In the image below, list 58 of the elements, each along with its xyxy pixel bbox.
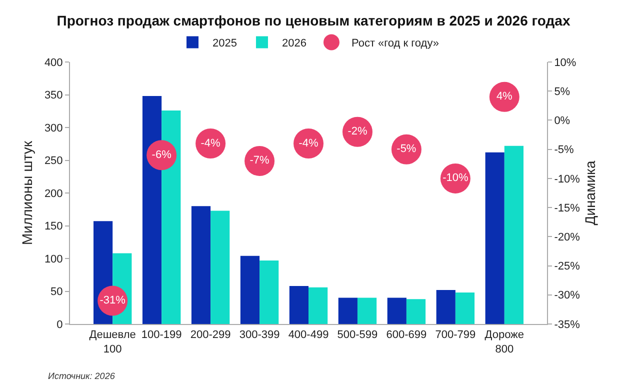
x-tick-label: Дешевле 100 [89,329,136,356]
data-label: -6% [152,148,172,161]
data-label: -4% [200,137,221,150]
bar [357,298,377,324]
y2-tick-label: -10% [554,173,580,186]
y2-tick-label: -5% [554,144,574,156]
bar [387,298,406,324]
bar [240,256,260,324]
x-tick-label: 500-599 [337,329,378,342]
y-tick-label: 250 [44,155,63,168]
y2-axis-title: Динамика [582,160,598,226]
x-tick-label: 300-399 [239,329,280,342]
bar [191,206,211,324]
data-label: -5% [396,143,416,156]
bar [338,298,358,324]
y2-tick-label: -15% [554,202,580,214]
data-label: -31% [100,294,126,306]
bar [436,290,456,324]
y2-tick-label: -35% [554,318,580,331]
text: Источник: 2026 [48,371,115,381]
y-tick-label: 150 [44,220,63,233]
data-label: -2% [348,126,368,138]
x-tick-label: Дороже 800 [484,329,524,356]
bar [289,286,308,324]
data-label: -7% [250,154,270,167]
x-tick-label: 700-799 [435,329,476,342]
x-tick-label: 600-699 [386,329,427,342]
y2-tick-label: 0% [554,115,570,128]
chart-title: Прогноз продаж смартфонов по ценовым категориям в 2025 и 2026 годах [56,12,570,28]
legend-label: Рост «год к году» [351,38,439,50]
y2-tick-label: -20% [554,232,580,244]
legend-label: 2025 [212,38,237,50]
bar [406,299,426,324]
y2-tick-label: 10% [554,56,576,69]
x-tick-label: 100-199 [141,329,182,342]
data-label: 4% [496,90,513,103]
y-axis-title: Миллионы штук [19,140,35,246]
data-label: -10% [442,172,468,184]
data-label: -4% [298,137,318,150]
legend-label: 2026 [282,38,306,50]
y-tick-label: 200 [44,188,63,200]
bar [308,287,328,324]
y-tick-label: 350 [44,90,63,102]
x-tick-label: 400-499 [288,329,329,342]
y-tick-label: 0 [56,318,63,331]
y2-tick-label: 5% [554,86,570,98]
y2-tick-label: -30% [554,290,580,302]
bar [455,292,475,324]
x-tick-label: 200-299 [190,329,231,342]
y2-tick-label: -25% [554,260,580,273]
bar [260,260,279,324]
y-tick-label: 100 [44,253,63,266]
y-tick-label: 300 [44,122,63,134]
bar [485,152,504,324]
y-tick-label: 50 [50,286,63,298]
bar [504,146,524,324]
bar [210,210,230,324]
y-tick-label: 400 [44,56,63,69]
